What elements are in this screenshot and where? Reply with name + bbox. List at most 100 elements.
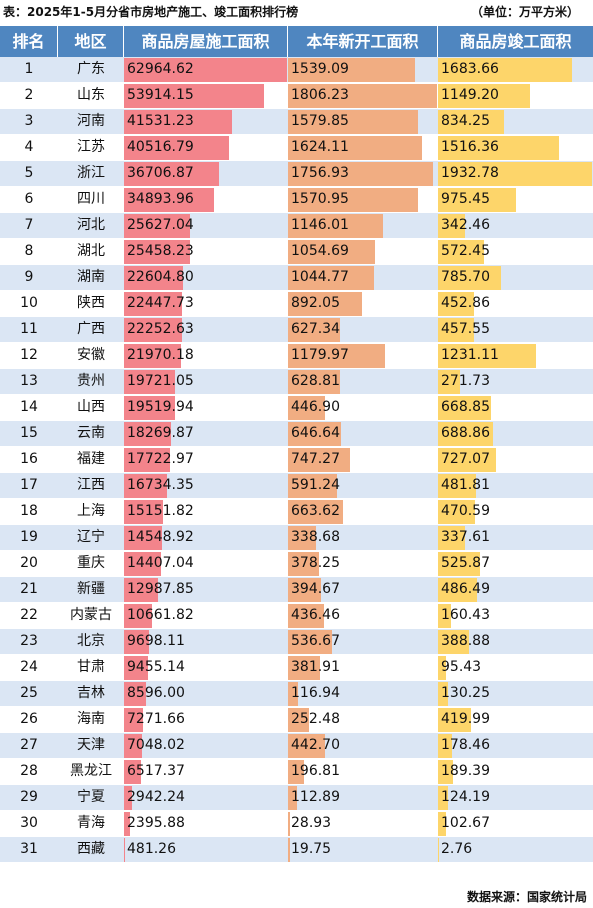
construction-bar — [124, 422, 172, 446]
construction-bar — [124, 630, 150, 654]
construction-cell: 12987.85 — [124, 577, 288, 602]
new-starts-cell: 663.62 — [288, 499, 438, 524]
construction-value: 10661.82 — [127, 607, 194, 623]
new-starts-value: 116.94 — [291, 685, 340, 701]
new-starts-bar — [288, 786, 298, 810]
construction-cell: 15151.82 — [124, 499, 288, 524]
construction-value: 15151.82 — [127, 503, 194, 519]
construction-bar — [124, 812, 131, 836]
construction-cell: 9455.14 — [124, 655, 288, 680]
rank-cell: 11 — [20, 321, 38, 337]
completed-bar — [438, 162, 592, 186]
construction-bar — [124, 656, 149, 680]
table-row: 23 北京 9698.11 536.67 388.88 — [0, 629, 593, 655]
new-starts-value: 252.48 — [291, 711, 340, 727]
rank-cell: 13 — [20, 373, 38, 389]
construction-bar — [124, 552, 162, 576]
completed-cell: 834.25 — [438, 109, 593, 134]
new-starts-bar — [288, 318, 340, 342]
new-starts-cell: 1579.85 — [288, 109, 438, 134]
completed-value: 834.25 — [441, 113, 490, 129]
new-starts-bar — [288, 84, 437, 108]
construction-value: 481.26 — [127, 841, 176, 857]
new-starts-bar — [288, 448, 350, 472]
completed-cell: 102.67 — [438, 811, 593, 836]
table-row: 27 天津 7048.02 442.70 178.46 — [0, 733, 593, 759]
rank-cell: 22 — [20, 607, 38, 623]
new-starts-value: 381.91 — [291, 659, 340, 675]
new-starts-value: 747.27 — [291, 451, 340, 467]
completed-cell: 572.45 — [438, 239, 593, 264]
completed-value: 2.76 — [441, 841, 473, 857]
construction-cell: 8596.00 — [124, 681, 288, 706]
new-starts-cell: 1756.93 — [288, 161, 438, 186]
completed-cell: 785.70 — [438, 265, 593, 290]
construction-bar — [124, 786, 132, 810]
completed-bar — [438, 448, 496, 472]
completed-value: 452.86 — [441, 295, 490, 311]
construction-bar — [124, 344, 181, 368]
table-row: 30 青海 2395.88 28.93 102.67 — [0, 811, 593, 837]
region-cell: 浙江 — [77, 165, 105, 181]
new-starts-bar — [288, 344, 386, 368]
region-cell: 广东 — [77, 61, 105, 77]
new-starts-bar — [288, 838, 290, 862]
construction-bar — [124, 578, 158, 602]
rank-cell: 9 — [24, 269, 34, 285]
region-cell: 陕西 — [77, 295, 105, 311]
completed-cell: 457.55 — [438, 317, 593, 342]
table-row: 29 宁夏 2942.24 112.89 124.19 — [0, 785, 593, 811]
completed-cell: 525.87 — [438, 551, 593, 576]
completed-cell: 130.25 — [438, 681, 593, 706]
construction-value: 12987.85 — [127, 581, 194, 597]
new-starts-bar — [288, 682, 298, 706]
construction-cell: 14407.04 — [124, 551, 288, 576]
completed-cell: 271.73 — [438, 369, 593, 394]
completed-value: 1516.36 — [441, 139, 499, 155]
completed-bar — [438, 240, 484, 264]
construction-cell: 62964.62 — [124, 57, 288, 82]
region-cell: 云南 — [77, 425, 105, 441]
construction-value: 14407.04 — [127, 555, 194, 571]
construction-bar — [124, 136, 229, 160]
table-header: 排名 地区 商品房屋施工面积 本年新开工面积 商品房竣工面积 — [0, 26, 593, 57]
region-cell: 上海 — [77, 503, 105, 519]
construction-cell: 36706.87 — [124, 161, 288, 186]
new-starts-value: 536.67 — [291, 633, 340, 649]
completed-bar — [438, 266, 501, 290]
completed-cell: 388.88 — [438, 629, 593, 654]
new-starts-value: 663.62 — [291, 503, 340, 519]
new-starts-cell: 378.25 — [288, 551, 438, 576]
new-starts-bar — [288, 656, 320, 680]
construction-value: 21970.18 — [127, 347, 194, 363]
rank-cell: 6 — [24, 191, 34, 207]
new-starts-cell: 446.90 — [288, 395, 438, 420]
rank-cell: 20 — [20, 555, 38, 571]
completed-cell: 2.76 — [438, 837, 593, 862]
construction-bar — [124, 58, 287, 82]
completed-value: 419.99 — [441, 711, 490, 727]
rank-cell: 21 — [20, 581, 38, 597]
construction-bar — [124, 396, 175, 420]
construction-value: 6517.37 — [127, 763, 185, 779]
completed-cell: 1683.66 — [438, 57, 593, 82]
table-row: 15 云南 18269.87 646.64 688.86 — [0, 421, 593, 447]
new-starts-cell: 394.67 — [288, 577, 438, 602]
construction-cell: 9698.11 — [124, 629, 288, 654]
completed-bar — [438, 656, 446, 680]
construction-value: 9455.14 — [127, 659, 185, 675]
new-starts-bar — [288, 760, 305, 784]
new-starts-bar — [288, 266, 375, 290]
region-cell: 河南 — [77, 113, 105, 129]
table-row: 10 陕西 22447.73 892.05 452.86 — [0, 291, 593, 317]
region-cell: 内蒙古 — [70, 607, 112, 623]
completed-value: 1683.66 — [441, 61, 499, 77]
construction-cell: 40516.79 — [124, 135, 288, 160]
completed-cell: 95.43 — [438, 655, 593, 680]
completed-bar — [438, 500, 476, 524]
new-starts-value: 646.64 — [291, 425, 340, 441]
completed-bar — [438, 682, 449, 706]
new-starts-cell: 381.91 — [288, 655, 438, 680]
completed-value: 160.43 — [441, 607, 490, 623]
new-starts-bar — [288, 214, 383, 238]
